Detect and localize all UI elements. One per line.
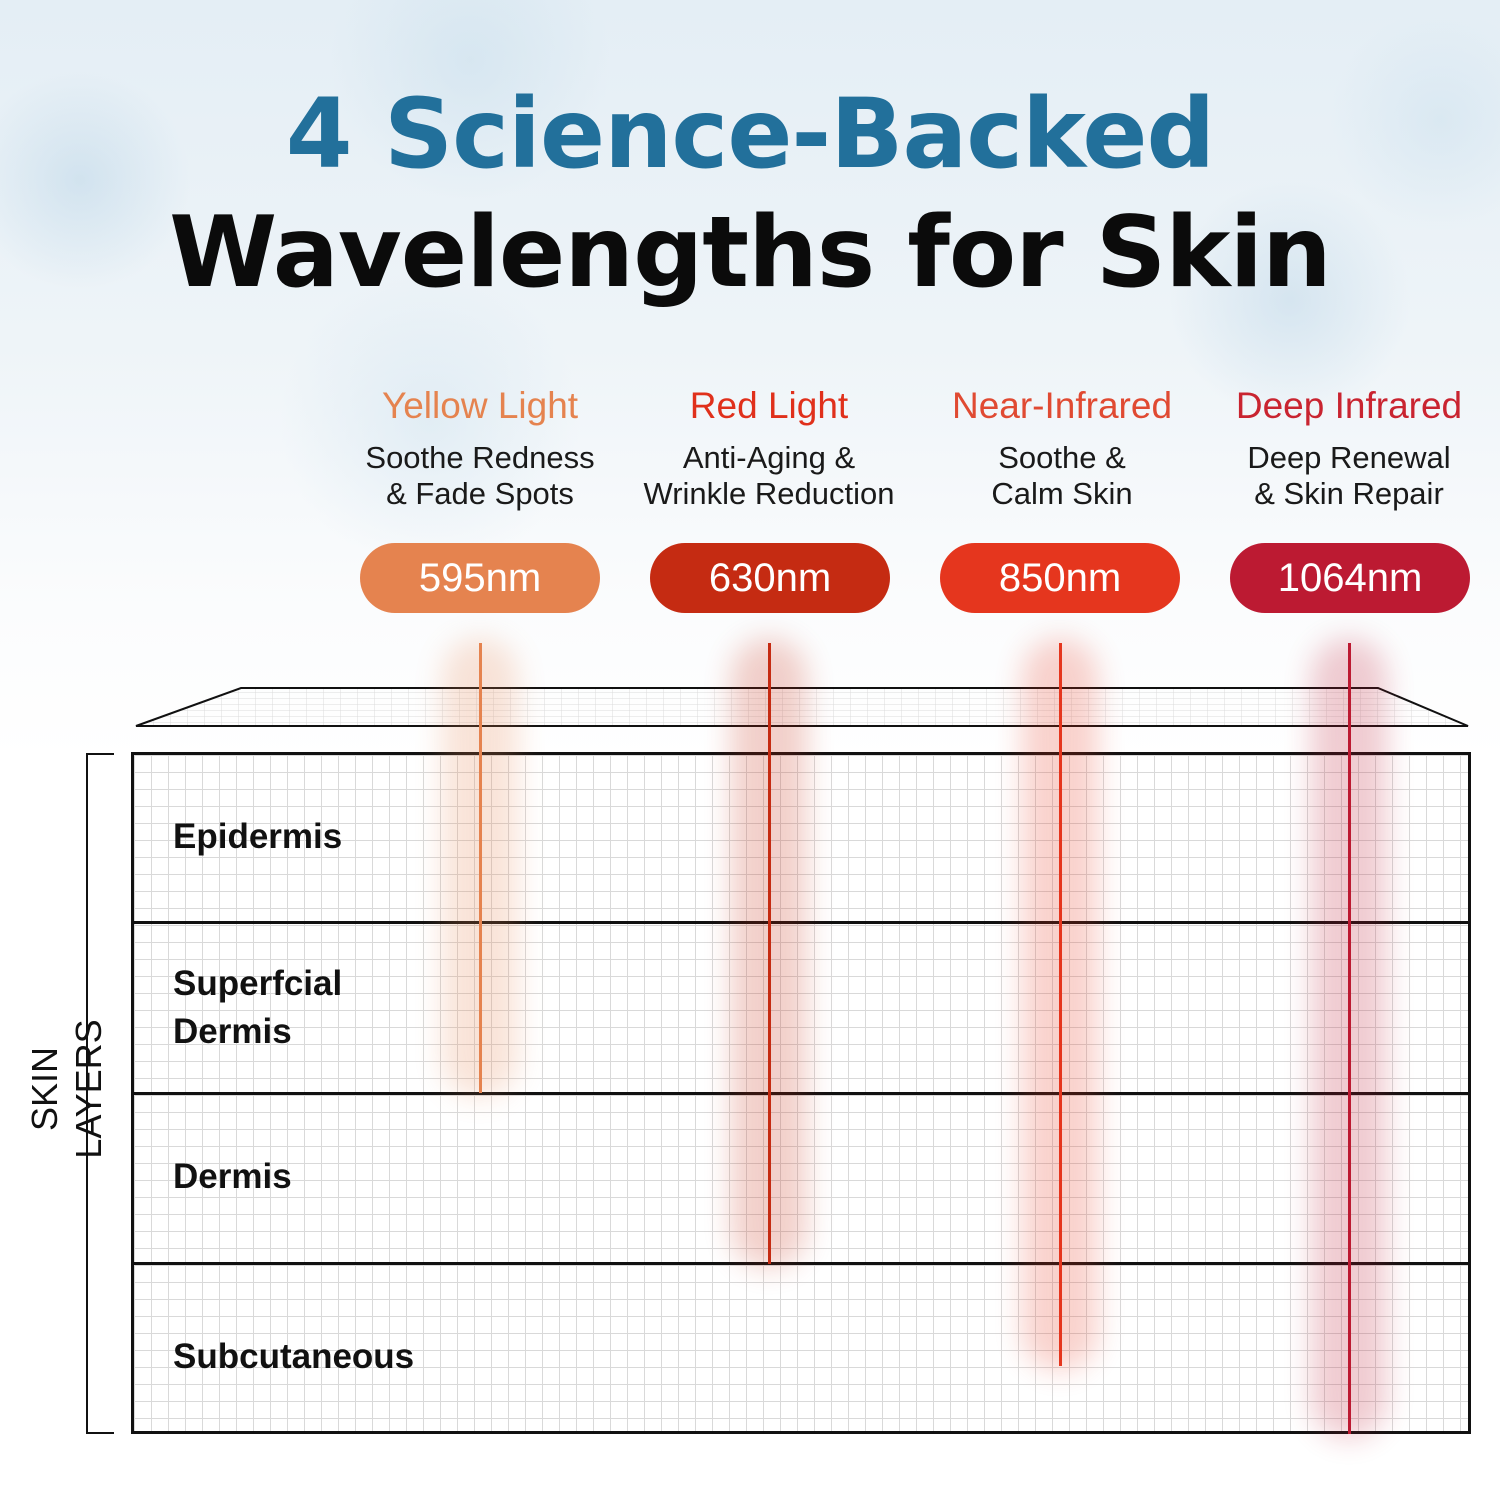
wavelength-name: Red Light	[689, 385, 849, 426]
wavelength-pill-630: 630nm	[650, 543, 890, 613]
beam-line-850	[1059, 643, 1062, 1366]
wavelength-name: Deep Infrared	[1235, 385, 1463, 426]
wavelength-desc-line-1: Anti-Aging &	[682, 440, 856, 475]
layer-divider	[131, 1092, 1471, 1095]
wavelength-desc-line-2: Wrinkle Reduction	[643, 476, 895, 511]
layer-label-dermis: Dermis	[173, 1157, 292, 1196]
layer-divider	[131, 921, 1471, 924]
wavelength-desc-line-2: Calm Skin	[991, 476, 1133, 511]
wavelength-desc-line-1: Deep Renewal	[1247, 440, 1451, 475]
beam-line-595	[479, 643, 482, 1093]
layer-label-subcutaneous: Subcutaneous	[173, 1337, 415, 1376]
wavelength-pill-1064: 1064nm	[1230, 543, 1470, 613]
wavelength-pill-850: 850nm	[940, 543, 1180, 613]
wavelength-desc-line-1: Soothe &	[998, 440, 1126, 475]
skin-layers-bracket	[86, 753, 114, 1434]
wavelength-yellow-header: Yellow Light Soothe Redness & Fade Spots	[330, 384, 630, 512]
title-line-2: Wavelengths for Skin	[169, 196, 1332, 310]
layer-label-epidermis: Epidermis	[173, 817, 343, 856]
wavelength-name: Near-Infrared	[951, 385, 1173, 426]
title-line-1: 4 Science-Backed	[285, 78, 1215, 190]
wavelength-desc-line-1: Soothe Redness	[365, 440, 595, 475]
wavelength-desc-line-2: & Fade Spots	[386, 476, 574, 511]
background-water-bubbles	[0, 0, 1500, 760]
beam-line-630	[768, 643, 771, 1264]
skin-surface-plane	[135, 687, 1469, 727]
beam-line-1064	[1348, 643, 1351, 1434]
skin-layers-label: SKIN LAYERS	[24, 1019, 109, 1159]
wavelength-desc-line-2: & Skin Repair	[1254, 476, 1444, 511]
layer-divider	[131, 1262, 1471, 1265]
wavelength-pill-595: 595nm	[360, 543, 600, 613]
layer-label-superficial-dermis: Superfcial Dermis	[173, 964, 343, 1051]
wavelength-near-infrared-header: Near-Infrared Soothe & Calm Skin	[912, 384, 1212, 512]
wavelength-deep-infrared-header: Deep Infrared Deep Renewal & Skin Repair	[1199, 384, 1499, 512]
wavelength-red-header: Red Light Anti-Aging & Wrinkle Reduction	[619, 384, 919, 512]
wavelength-name: Yellow Light	[381, 385, 579, 426]
